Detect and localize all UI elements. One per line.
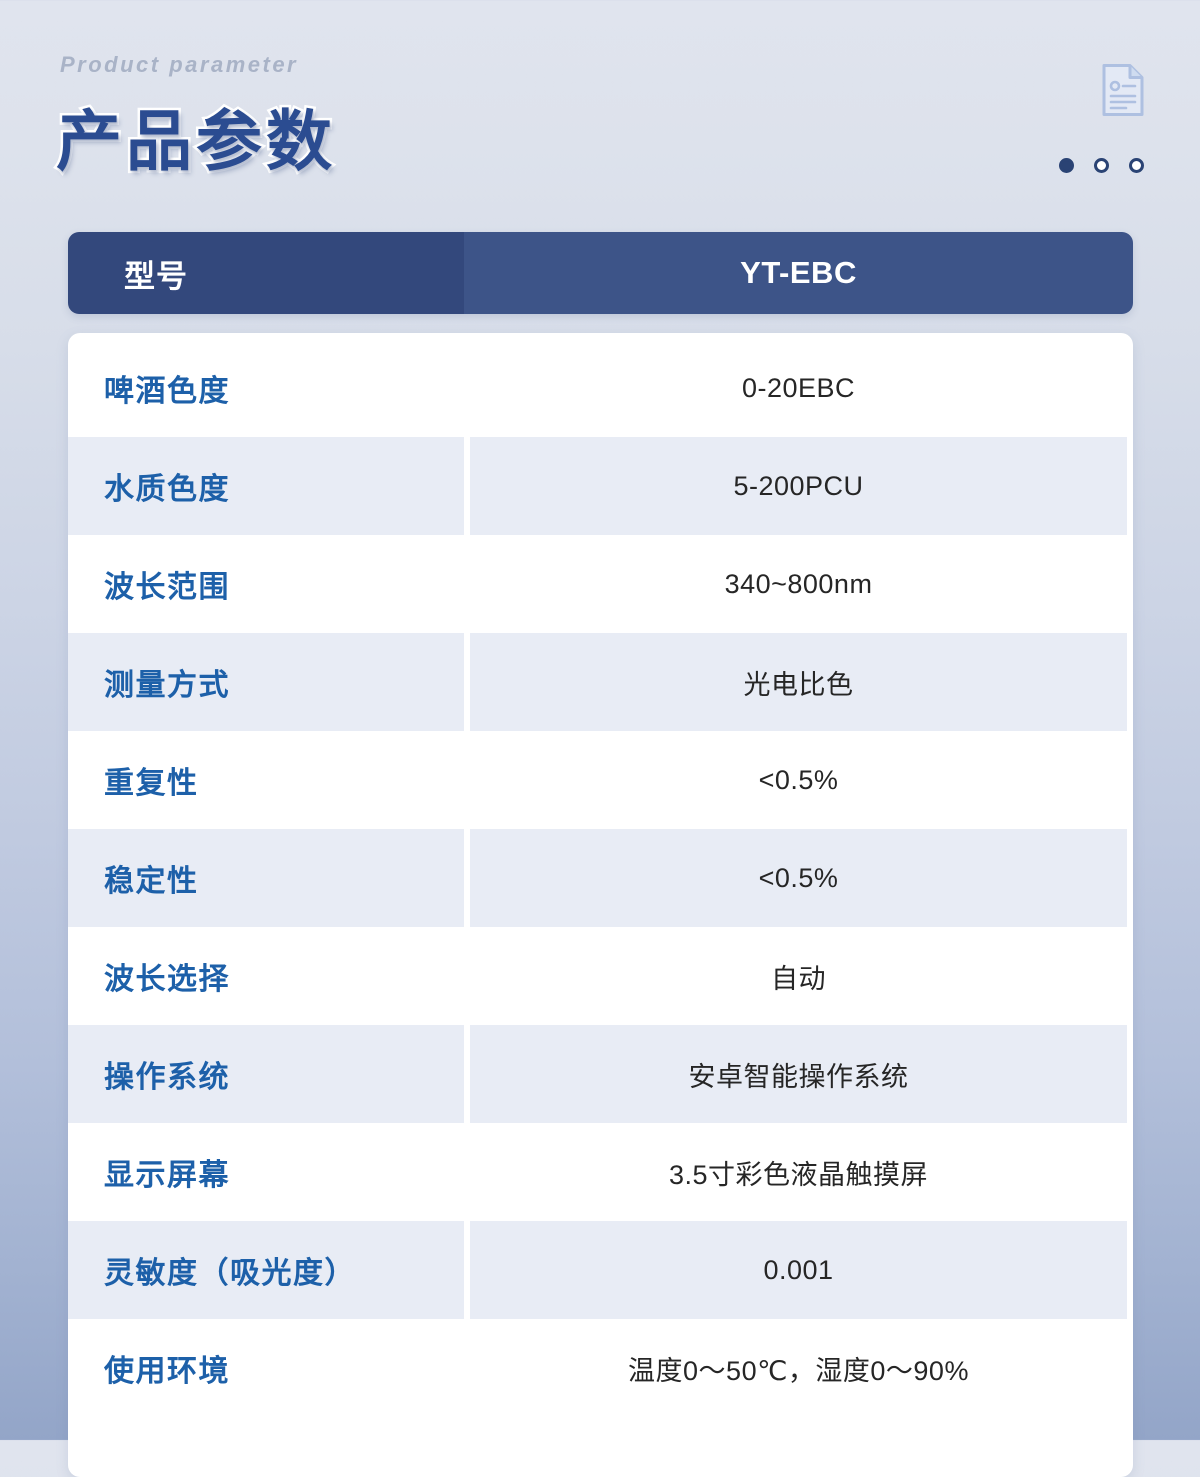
table-cell-label: 波长范围 <box>68 535 464 633</box>
table-row: 测量方式 光电比色 <box>68 633 1133 731</box>
table-cell-value: 安卓智能操作系统 <box>470 1025 1127 1123</box>
parameter-label: 重复性 <box>104 767 199 800</box>
table-header-row: 型号 YT-EBC <box>68 232 1133 314</box>
parameter-label: 波长选择 <box>104 963 230 996</box>
parameter-label: 稳定性 <box>104 865 199 898</box>
table-row: 操作系统 安卓智能操作系统 <box>68 1025 1133 1123</box>
parameter-value: 5-200PCU <box>733 470 864 501</box>
parameter-value: 0-20EBC <box>741 372 856 403</box>
table-cell-label: 显示屏幕 <box>68 1123 464 1221</box>
parameter-value: 安卓智能操作系统 <box>688 1061 909 1092</box>
table-cell-label: 稳定性 <box>68 829 464 927</box>
table-cell-value: 自动 <box>470 927 1127 1025</box>
pagination-dots[interactable] <box>1059 158 1144 173</box>
table-cell-label: 波长选择 <box>68 927 464 1025</box>
table-cell-value: 光电比色 <box>470 633 1127 731</box>
table-cell-value: <0.5% <box>470 731 1127 829</box>
table-row: 重复性 <0.5% <box>68 731 1133 829</box>
parameter-value: 温度0～50℃，湿度0～90% <box>628 1355 969 1386</box>
page-header: Product parameter 产品参数 <box>0 0 1200 232</box>
table-row: 啤酒色度 0-20EBC <box>68 339 1133 437</box>
page-title: 产品参数 <box>54 102 336 181</box>
table-row: 稳定性 <0.5% <box>68 829 1133 927</box>
pagination-dot-1[interactable] <box>1059 158 1074 173</box>
table-row: 波长范围 340~800nm <box>68 535 1133 633</box>
table-cell-label: 使用环境 <box>68 1319 464 1417</box>
document-icon <box>1100 62 1146 118</box>
table-row: 波长选择 自动 <box>68 927 1133 1025</box>
table-cell-value: 340~800nm <box>470 535 1127 633</box>
parameter-label: 使用环境 <box>104 1355 230 1388</box>
parameter-table: 型号 YT-EBC 啤酒色度 0-20EBC 水质色度 5-200P <box>68 232 1133 1477</box>
page-eyebrow: Product parameter <box>60 52 299 77</box>
table-body: 啤酒色度 0-20EBC 水质色度 5-200PCU 波长范围 <box>68 333 1133 1477</box>
table-cell-label: 啤酒色度 <box>68 339 464 437</box>
parameter-label: 水质色度 <box>104 473 230 506</box>
table-row: 水质色度 5-200PCU <box>68 437 1133 535</box>
table-header-cell-model: YT-EBC <box>464 232 1133 314</box>
parameter-label: 测量方式 <box>104 669 230 702</box>
table-cell-label: 测量方式 <box>68 633 464 731</box>
table-header-label-text: 型号 <box>124 258 188 294</box>
parameter-value: 光电比色 <box>743 669 854 700</box>
table-cell-value: 0.001 <box>470 1221 1127 1319</box>
table-cell-value: 3.5寸彩色液晶触摸屏 <box>470 1123 1127 1221</box>
parameter-label: 显示屏幕 <box>104 1159 230 1192</box>
table-cell-label: 操作系统 <box>68 1025 464 1123</box>
parameter-value: <0.5% <box>758 764 839 795</box>
parameter-value: 3.5寸彩色液晶触摸屏 <box>668 1159 929 1190</box>
table-row: 显示屏幕 3.5寸彩色液晶触摸屏 <box>68 1123 1133 1221</box>
pagination-dot-3[interactable] <box>1129 158 1144 173</box>
pagination-dot-2[interactable] <box>1094 158 1109 173</box>
table-cell-label: 水质色度 <box>68 437 464 535</box>
parameter-value: 自动 <box>771 963 826 994</box>
table-cell-value: 温度0～50℃，湿度0～90% <box>470 1319 1127 1417</box>
table-cell-value: 0-20EBC <box>470 339 1127 437</box>
table-row: 灵敏度（吸光度） 0.001 <box>68 1221 1133 1319</box>
table-cell-label: 重复性 <box>68 731 464 829</box>
table-cell-value: 5-200PCU <box>470 437 1127 535</box>
table-row: 使用环境 温度0～50℃，湿度0～90% <box>68 1319 1133 1417</box>
parameter-value: 340~800nm <box>724 568 873 599</box>
parameter-value: 0.001 <box>763 1254 834 1285</box>
parameter-label: 操作系统 <box>104 1061 230 1094</box>
table-cell-label: 灵敏度（吸光度） <box>68 1221 464 1319</box>
parameter-label: 啤酒色度 <box>104 375 230 408</box>
parameter-label: 灵敏度（吸光度） <box>104 1257 356 1290</box>
parameter-label: 波长范围 <box>104 571 230 604</box>
table-header-cell-label: 型号 <box>68 232 464 314</box>
product-parameter-page: Product parameter 产品参数 型号 <box>0 0 1200 1388</box>
table-cell-value: <0.5% <box>470 829 1127 927</box>
table-header-model-text: YT-EBC <box>740 255 857 290</box>
parameter-value: <0.5% <box>758 862 839 893</box>
